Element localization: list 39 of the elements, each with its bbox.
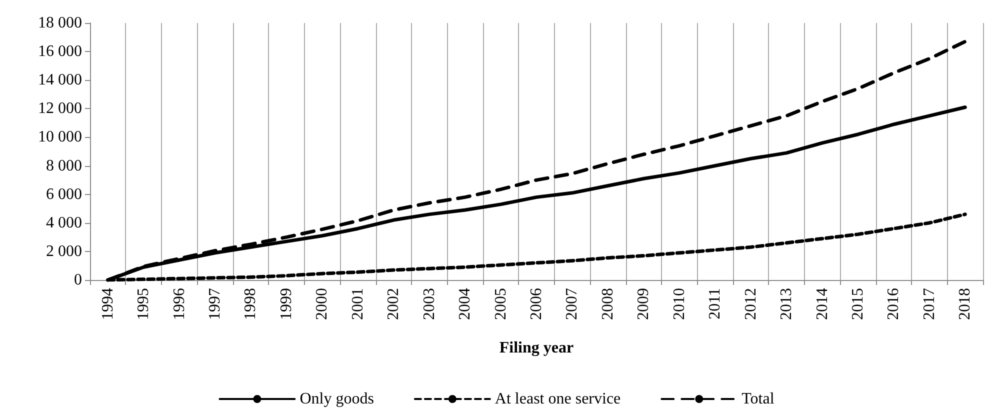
x-tick-label: 2013 xyxy=(778,288,796,320)
x-tick-label: 2018 xyxy=(956,288,974,320)
x-tick-label: 2005 xyxy=(492,288,510,320)
x-tick-label: 2009 xyxy=(635,288,652,320)
legend-label: At least one service xyxy=(494,390,621,408)
x-tick-label: 1997 xyxy=(206,288,224,320)
y-tick-label: 14 000 xyxy=(38,72,82,89)
x-tick-label: 2010 xyxy=(670,288,688,320)
y-tick-label: 4 000 xyxy=(46,214,82,232)
x-tick-label: 2002 xyxy=(385,288,402,320)
x-tick-label: 2006 xyxy=(528,288,545,320)
y-tick-label: 2 000 xyxy=(46,242,82,260)
x-tick-label: 1999 xyxy=(278,288,295,320)
y-tick-label: 0 xyxy=(74,272,82,288)
x-axis-title: Filing year xyxy=(499,340,574,356)
x-tick-label: 2001 xyxy=(349,288,366,320)
x-tick-label: 2011 xyxy=(706,288,724,320)
x-tick-label: 2008 xyxy=(599,288,616,320)
y-tick-label: 12 000 xyxy=(38,100,82,118)
x-tick-label: 1998 xyxy=(242,288,260,320)
x-tick-label: 2003 xyxy=(420,288,438,320)
x-tick-label: 2004 xyxy=(456,288,474,320)
y-tick-label: 16 000 xyxy=(38,43,82,60)
legend-label: Only goods xyxy=(300,390,374,408)
x-tick-label: 2017 xyxy=(920,288,938,320)
legend-label: Total xyxy=(742,390,775,408)
x-tick-label: 1996 xyxy=(170,288,188,320)
y-tick-label: 10 000 xyxy=(38,128,82,146)
y-tick-label: 8 000 xyxy=(46,157,82,174)
y-tick-label: 18 000 xyxy=(38,14,82,32)
x-tick-label: 2007 xyxy=(564,288,581,320)
x-tick-label: 2000 xyxy=(314,288,331,320)
x-tick-label: 2014 xyxy=(814,288,831,320)
x-tick-label: 1994 xyxy=(99,288,116,320)
x-tick-label: 2012 xyxy=(742,288,760,320)
x-tick-label: 2015 xyxy=(849,288,866,320)
x-tick-label: 1995 xyxy=(135,288,152,320)
x-tick-label: 2016 xyxy=(885,288,902,320)
y-tick-label: 6 000 xyxy=(46,186,82,203)
